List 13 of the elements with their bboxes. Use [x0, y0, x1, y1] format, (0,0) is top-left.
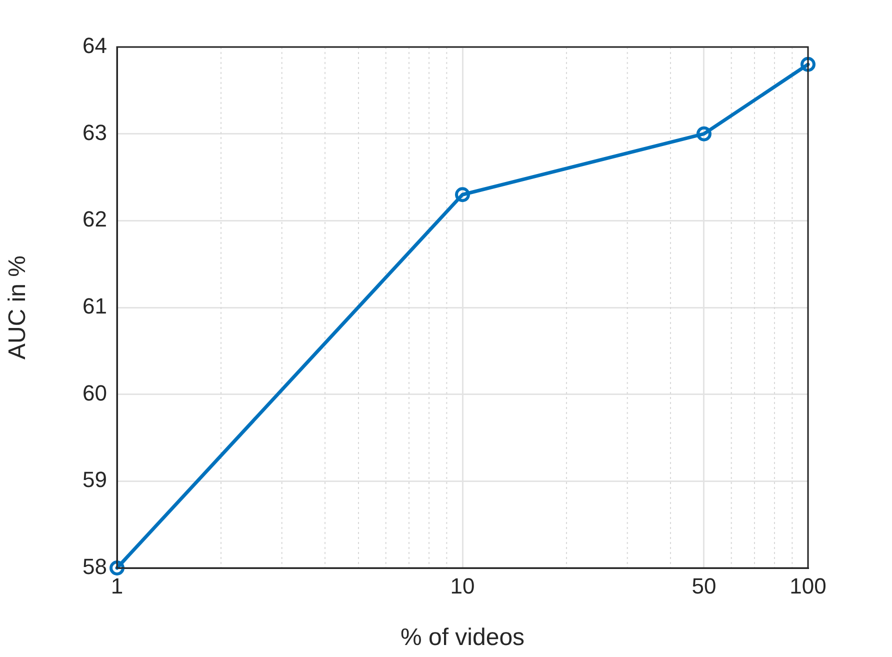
y-tick-label: 59: [82, 467, 107, 492]
y-axis-title: AUC in %: [4, 255, 32, 360]
y-tick-label: 62: [82, 206, 107, 232]
x-tick-label: 10: [450, 573, 475, 598]
y-tick-label: 58: [82, 554, 107, 580]
x-tick-label: 50: [692, 573, 716, 598]
x-axis-title: % of videos: [400, 624, 525, 652]
y-tick-label: 61: [82, 294, 107, 319]
y-tick-label: 64: [82, 33, 107, 58]
x-tick-label: 100: [790, 573, 826, 598]
x-tick-label: 1: [110, 573, 124, 598]
y-tick-label: 63: [82, 120, 107, 145]
y-tick-label: 60: [82, 380, 107, 406]
